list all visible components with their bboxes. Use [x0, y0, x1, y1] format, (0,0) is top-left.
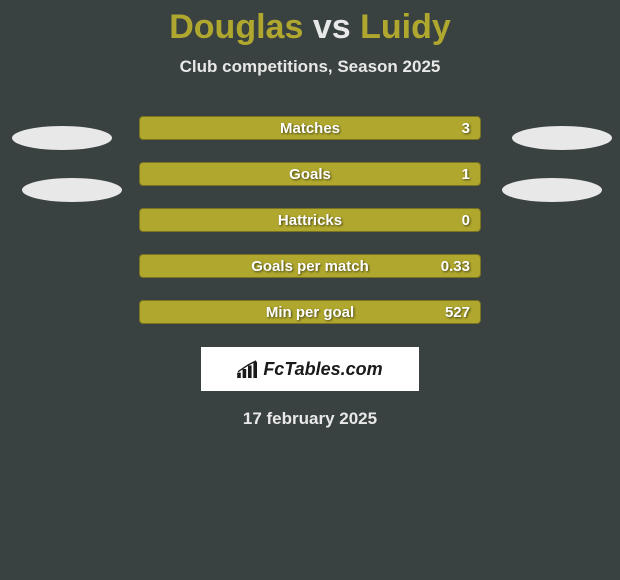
page-title: Douglas vs Luidy: [0, 8, 620, 47]
stat-bar: Goals per match 0.33: [139, 254, 481, 278]
brand-text: FcTables.com: [263, 359, 382, 380]
stat-row-hattricks: Hattricks 0: [0, 197, 620, 243]
stat-bar: Hattricks 0: [139, 208, 481, 232]
stat-value: 0.33: [441, 258, 470, 275]
stat-row-min-per-goal: Min per goal 527: [0, 289, 620, 335]
stat-bar: Min per goal 527: [139, 300, 481, 324]
stat-bar: Matches 3: [139, 116, 481, 140]
stat-label: Min per goal: [266, 304, 354, 321]
decorative-ellipse: [512, 126, 612, 150]
stat-label: Goals: [289, 166, 331, 183]
decorative-ellipse: [22, 178, 122, 202]
chart-icon: [237, 360, 259, 378]
stat-row-goals-per-match: Goals per match 0.33: [0, 243, 620, 289]
decorative-ellipse: [502, 178, 602, 202]
player1-name: Douglas: [169, 8, 303, 46]
main-container: Douglas vs Luidy Club competitions, Seas…: [0, 0, 620, 429]
stat-value: 527: [445, 304, 470, 321]
stat-value: 0: [462, 212, 470, 229]
brand-box[interactable]: FcTables.com: [201, 347, 419, 391]
player2-name: Luidy: [360, 8, 451, 46]
date-text: 17 february 2025: [0, 409, 620, 429]
stat-label: Matches: [280, 120, 340, 137]
stat-value: 1: [462, 166, 470, 183]
stat-bar: Goals 1: [139, 162, 481, 186]
vs-label: vs: [313, 8, 351, 46]
stat-label: Goals per match: [251, 258, 369, 275]
stat-label: Hattricks: [278, 212, 342, 229]
decorative-ellipse: [12, 126, 112, 150]
stat-value: 3: [462, 120, 470, 137]
subtitle: Club competitions, Season 2025: [0, 57, 620, 77]
